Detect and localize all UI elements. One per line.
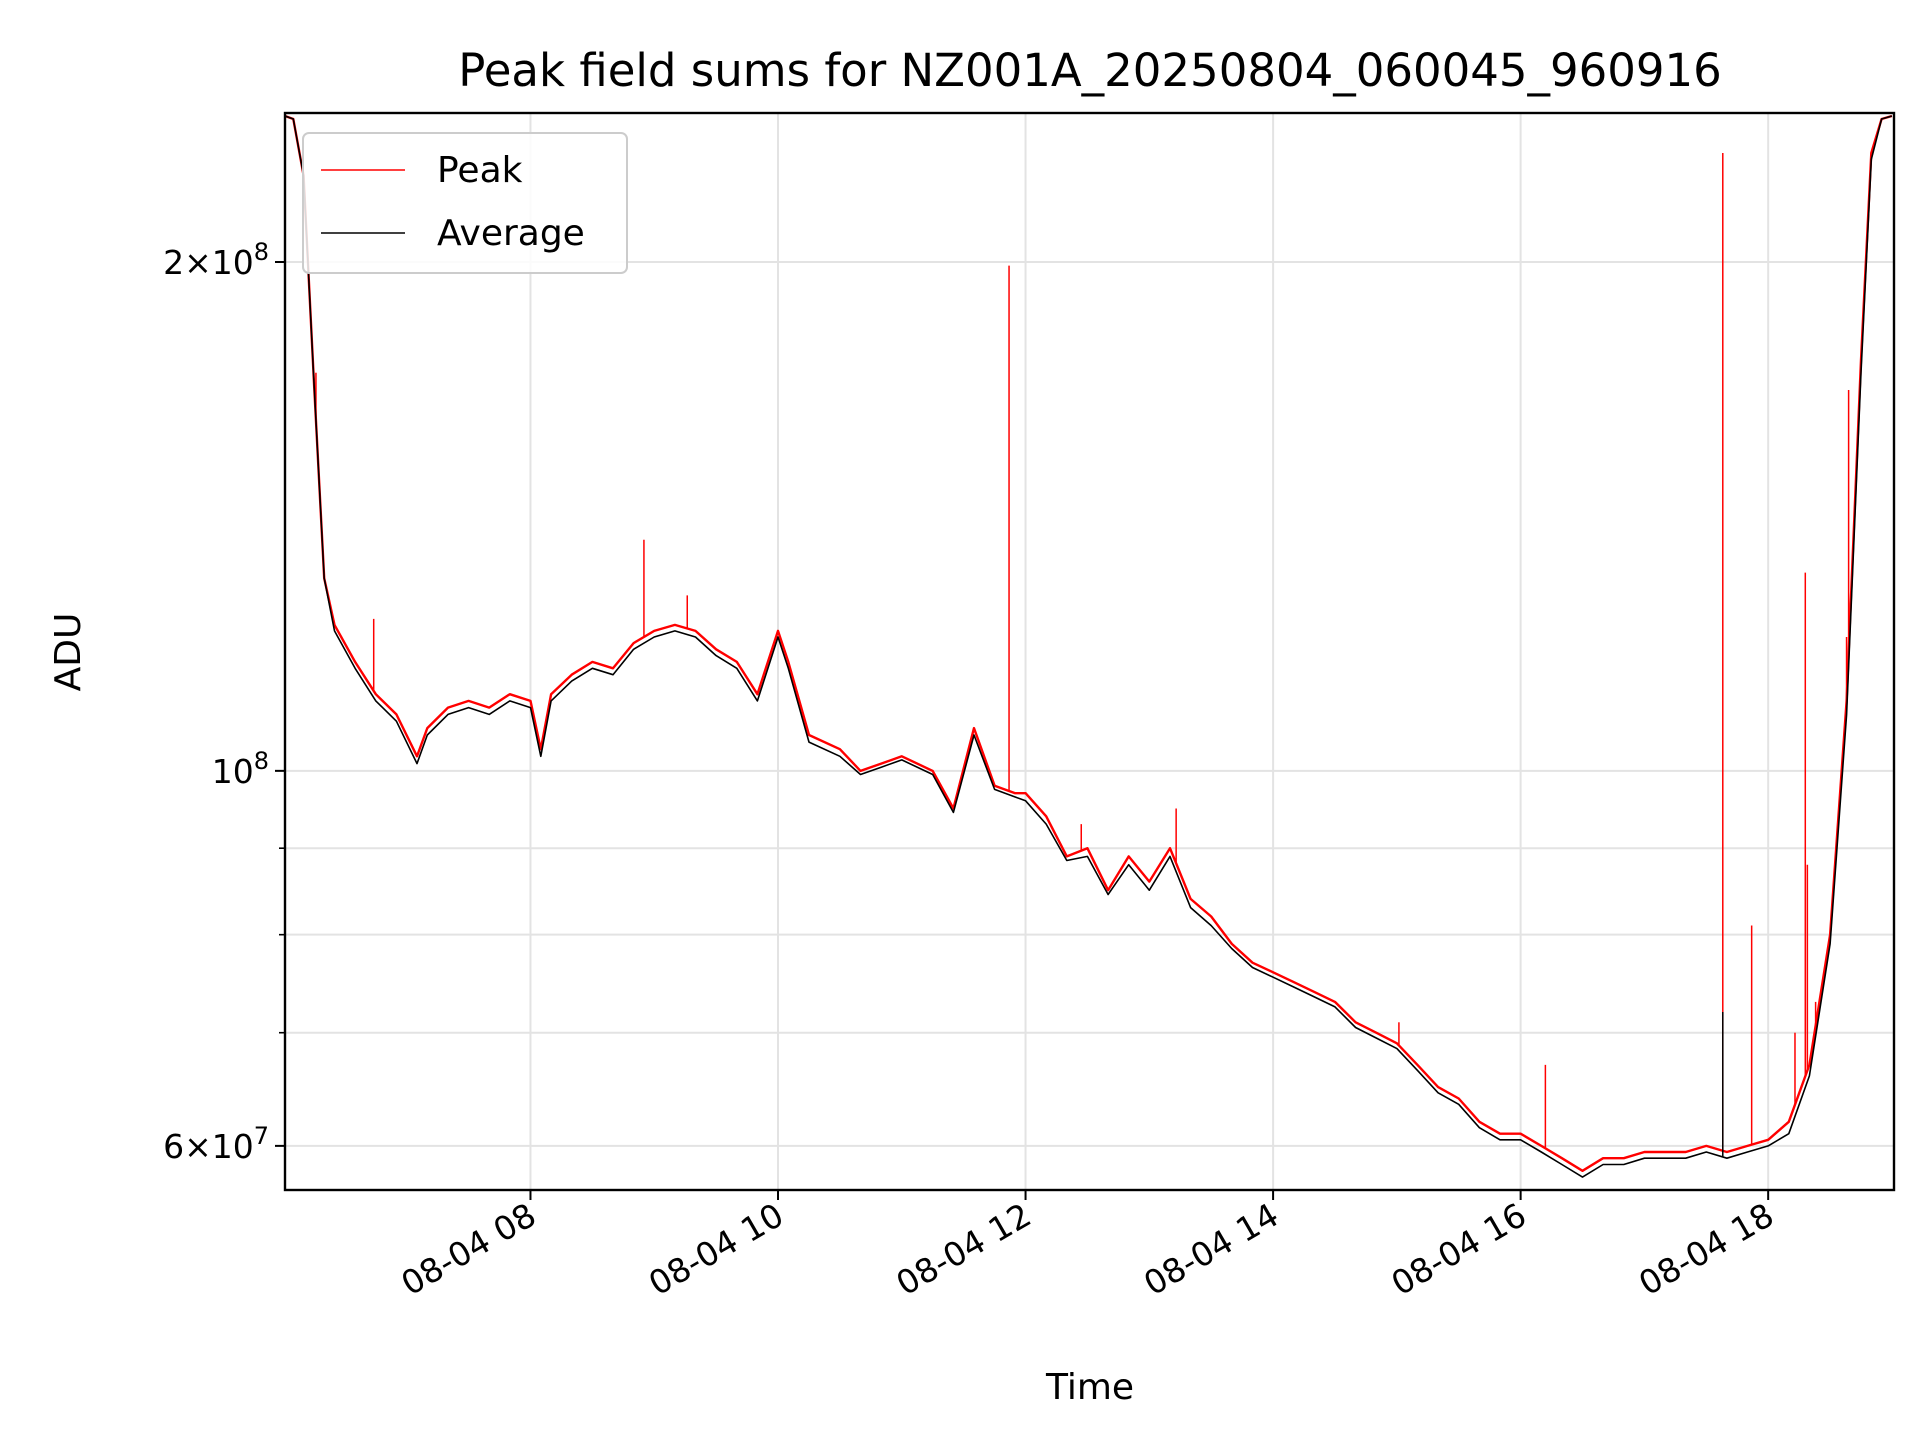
- legend: Peak Average: [302, 132, 628, 274]
- y-axis-title: ADU: [48, 613, 89, 692]
- legend-peak-label: Peak: [437, 150, 523, 191]
- series-line-peak: [284, 114, 1893, 1172]
- x-axis-title: Time: [1045, 1367, 1134, 1408]
- chart-title: Peak field sums for NZ001A_20250804_0600…: [458, 44, 1722, 97]
- y-tick-label: 108: [212, 747, 269, 791]
- y-tick-label: 2×108: [163, 238, 269, 282]
- y-tick-label: 6×107: [163, 1122, 269, 1166]
- legend-box: [302, 132, 628, 274]
- series-line-average: [284, 115, 1893, 1178]
- y-axis-ticks: 2×108 108 6×107: [163, 238, 285, 1166]
- legend-average-label: Average: [437, 213, 585, 254]
- series-lines: [284, 114, 1893, 1178]
- plot-frame: [283, 111, 1896, 1192]
